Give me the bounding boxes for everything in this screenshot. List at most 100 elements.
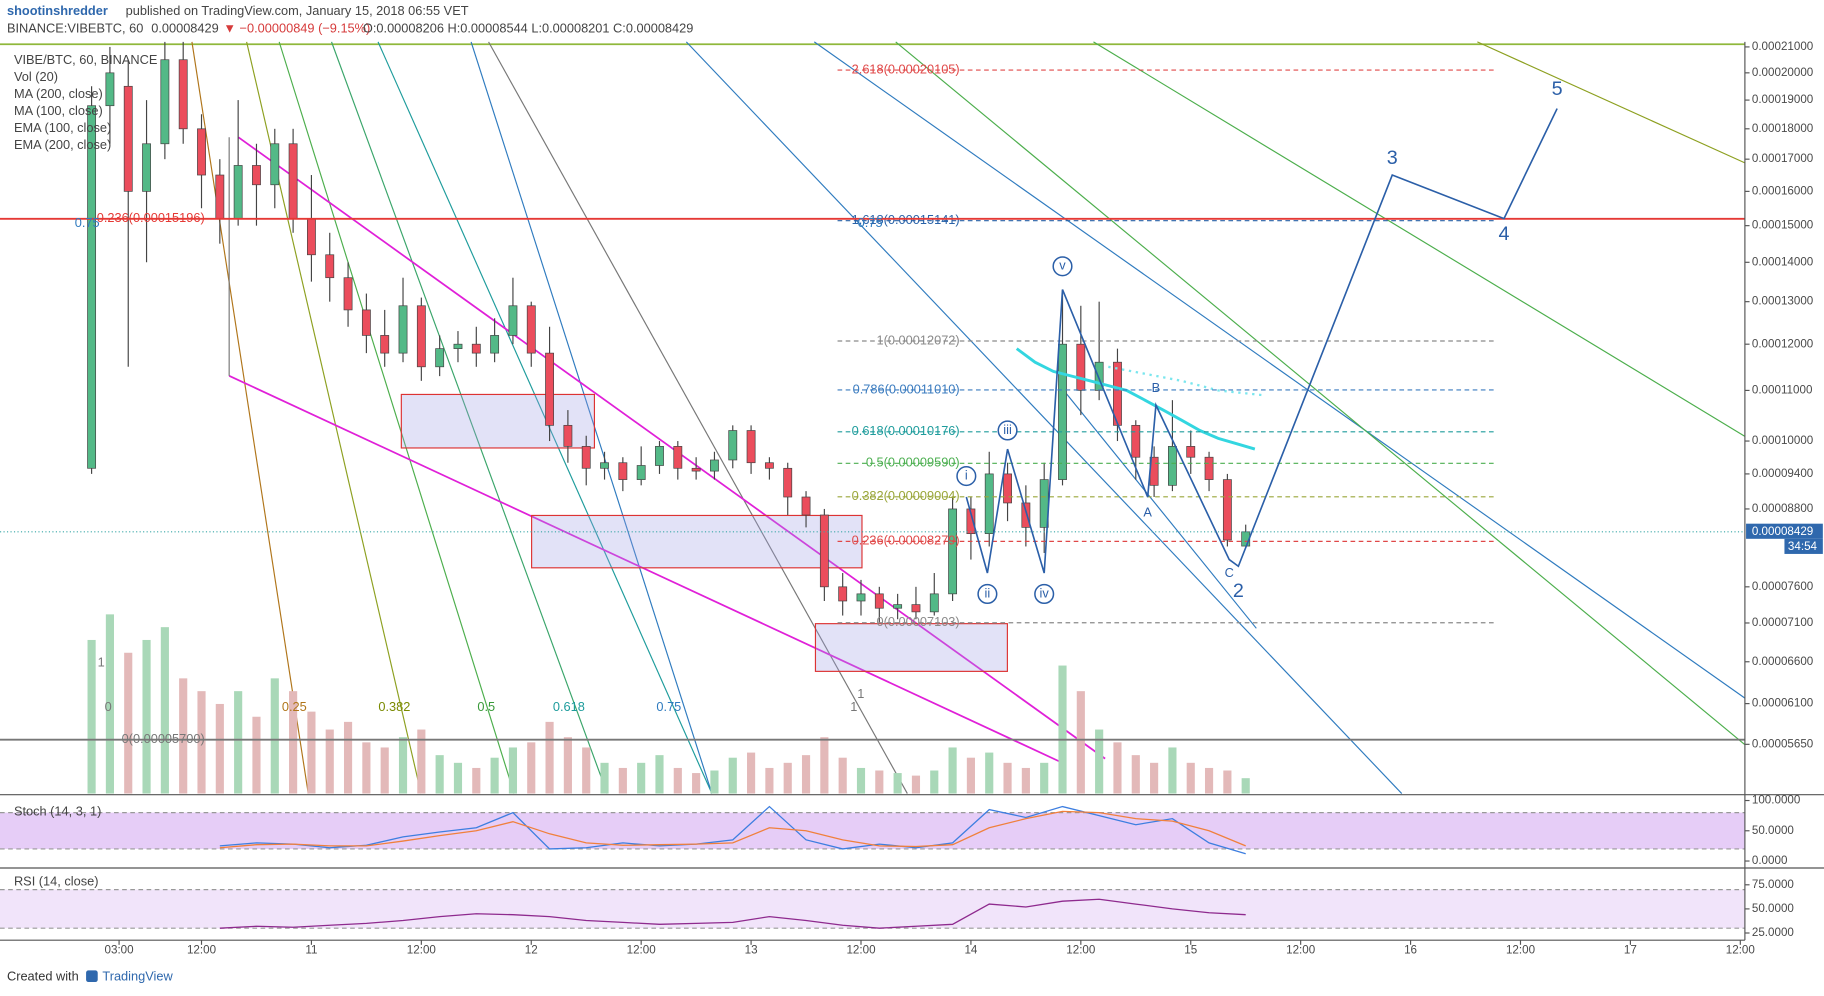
- x-tick-label: 12:00: [627, 944, 657, 957]
- candle-body: [526, 305, 536, 354]
- candle-body: [325, 254, 335, 279]
- pane-title: RSI (14, close): [14, 873, 99, 888]
- candle-body: [398, 305, 408, 354]
- volume-bar: [875, 770, 884, 794]
- y-tick-label: 0.00007600: [1752, 580, 1814, 593]
- volume-bar: [673, 767, 682, 794]
- volume-bar: [930, 770, 939, 794]
- candle-body: [801, 496, 811, 516]
- volume-bar: [1076, 691, 1085, 794]
- candle-body: [435, 348, 445, 368]
- last-price-label: 0.00008429: [1752, 525, 1813, 538]
- y-tick-label: 0.00018000: [1752, 122, 1814, 135]
- wave-label: 3: [1387, 147, 1398, 169]
- volume-bar: [1186, 762, 1195, 794]
- volume-bar: [380, 747, 389, 794]
- y-tick-label: 0.00006600: [1752, 655, 1814, 668]
- x-tick-label: 12:00: [846, 944, 876, 957]
- fan-label: 0.75: [858, 215, 883, 230]
- volume-bar: [655, 755, 664, 794]
- volume-bar: [87, 639, 96, 794]
- y-tick-label: 0.00005650: [1752, 737, 1814, 750]
- y-tick-label: 0.00006100: [1752, 697, 1814, 710]
- fib-label: 0.786(0.00011010): [853, 381, 960, 396]
- volume-bar: [966, 757, 975, 794]
- candle-body: [123, 85, 133, 192]
- volume-bar: [490, 757, 499, 794]
- candle-body: [1186, 446, 1196, 458]
- candle-body: [490, 335, 500, 354]
- wave-label: v: [1059, 258, 1066, 273]
- candle-body: [893, 604, 903, 609]
- footer-brand[interactable]: TradingView: [102, 969, 173, 984]
- volume-bar: [765, 767, 774, 794]
- candle-body: [270, 143, 280, 186]
- volume-bar: [637, 762, 646, 794]
- candle-body: [508, 305, 518, 336]
- volume-bar: [801, 755, 811, 794]
- wave-path: [965, 108, 1558, 574]
- y-tick-label: 0.0000: [1752, 854, 1788, 867]
- fib-label: 0(0.00007103): [877, 614, 960, 629]
- volume-bar: [417, 729, 426, 794]
- y-tick-label: 0.00009400: [1752, 467, 1814, 480]
- wave-label: iii: [1003, 422, 1012, 437]
- volume-bar: [820, 737, 829, 794]
- author[interactable]: shootinshredder: [7, 3, 108, 18]
- wave-label: 4: [1499, 223, 1510, 245]
- wave-label: 2: [1233, 580, 1244, 602]
- fan-label: 1: [857, 686, 864, 701]
- volume-bar: [582, 747, 591, 794]
- band: [0, 889, 1745, 929]
- candle-body: [1021, 502, 1031, 528]
- fib-label: 1(0.00012072): [877, 332, 960, 347]
- wave-label: iv: [1040, 585, 1050, 600]
- y-tick-label: 0.00012000: [1752, 337, 1814, 350]
- brand-logo: [86, 970, 98, 983]
- volume-bar: [398, 737, 408, 794]
- volume-bar: [545, 721, 554, 794]
- x-tick-label: 03:00: [105, 944, 135, 957]
- volume-bar: [911, 775, 921, 794]
- pane-title: Stoch (14, 3, 1): [14, 804, 101, 819]
- volume: [87, 614, 1250, 794]
- candle-body: [563, 424, 573, 447]
- fib-label: 0.236(0.00008279): [852, 533, 960, 548]
- fib-label: 0.382(0.00009004): [852, 488, 960, 503]
- candle-body: [416, 305, 426, 368]
- wave-circle: [1052, 256, 1073, 277]
- candle-body: [471, 343, 481, 354]
- fan-line: [191, 41, 309, 794]
- legend-entry: VIBE/BTC, 60, BINANCE: [14, 52, 157, 67]
- change: ▼ −0.00000849 (−9.15%): [223, 20, 370, 35]
- candle-body: [764, 462, 774, 469]
- y-tick-label: 100.0000: [1752, 794, 1801, 807]
- fan-line: [488, 41, 908, 794]
- legend-entry: Vol (20): [14, 69, 58, 84]
- indicator-line: [219, 805, 1246, 855]
- wave-label: A: [1143, 505, 1152, 520]
- volume-bar: [1058, 665, 1067, 794]
- volume-bar: [1150, 762, 1159, 794]
- candle-body: [1168, 446, 1177, 486]
- volume-bar: [105, 614, 114, 794]
- x-tick-label: 17: [1624, 944, 1637, 957]
- fib-label: 0.236(0.00015196): [97, 210, 205, 225]
- candle-body: [929, 593, 939, 613]
- candle-body: [984, 473, 994, 535]
- range-box: [400, 393, 596, 449]
- x-tick-label: 12:00: [1726, 944, 1756, 957]
- volume-bar: [1113, 742, 1122, 794]
- fan-label: 0.25: [282, 699, 307, 714]
- volume-bar: [142, 639, 151, 794]
- volume-bar: [252, 716, 261, 794]
- candle-body: [1003, 473, 1012, 504]
- channel-line: [1058, 383, 1257, 629]
- x-tick-label: 16: [1404, 944, 1417, 957]
- y-tick-label: 0.00014000: [1752, 255, 1814, 268]
- candle-body: [655, 446, 664, 466]
- candle-body: [911, 604, 921, 613]
- x-tick-label: 11: [305, 944, 317, 957]
- candle-body: [215, 174, 225, 219]
- band: [0, 812, 1745, 849]
